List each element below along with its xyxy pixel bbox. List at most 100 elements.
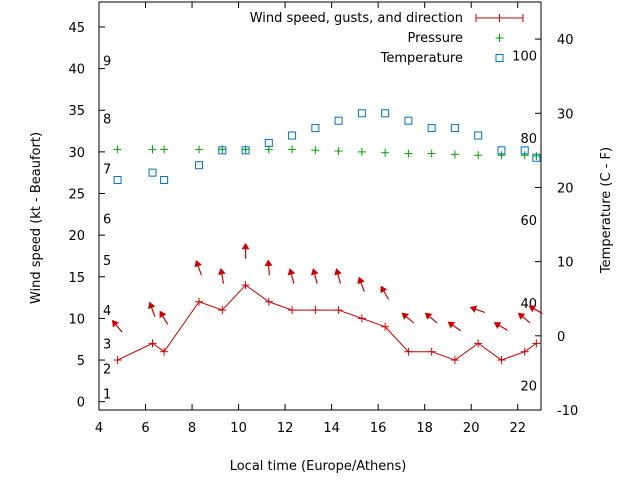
x-tick-label: 18	[416, 421, 433, 436]
temperature-point	[113, 176, 122, 185]
temperature-point	[195, 161, 204, 170]
pressure-point	[311, 146, 320, 155]
arrow-head	[528, 305, 537, 313]
wind-direction-arrow	[159, 310, 169, 325]
x-axis-label: Local time (Europe/Athens)	[230, 459, 407, 474]
arrow-head	[159, 310, 167, 319]
arrow-head	[148, 301, 156, 310]
wind-direction-arrow	[469, 305, 485, 314]
temperature-point	[334, 116, 343, 125]
wind-speed-point	[311, 306, 320, 315]
arrow-head	[334, 268, 342, 276]
arrow-head	[264, 259, 273, 267]
temperature-point	[450, 124, 459, 133]
arrow-head	[310, 268, 319, 276]
y-tick-label: 30	[68, 146, 85, 161]
wind-speed-point	[241, 281, 250, 290]
x-tick-label: 8	[188, 421, 196, 436]
pressure-point	[520, 151, 529, 160]
temperature-point	[532, 153, 541, 162]
beaufort-label: 6	[103, 212, 111, 227]
x-tick-label: 6	[141, 421, 149, 436]
y2-tick-label: 20	[557, 181, 574, 196]
legend-marker	[495, 34, 504, 42]
legend-label: Wind speed, gusts, and direction	[250, 11, 463, 26]
y-tick-label: 45	[68, 21, 85, 36]
beaufort-label: 2	[103, 362, 111, 377]
temperature-point	[474, 131, 483, 140]
pressure-point	[334, 147, 343, 156]
wind-speed-point	[113, 356, 122, 365]
wind-direction-arrow	[334, 268, 342, 284]
beaufort-label: 3	[103, 337, 111, 352]
fahrenheit-label: 20	[520, 380, 537, 395]
wind-direction-arrow	[357, 276, 365, 292]
legend-marker	[495, 14, 504, 22]
wind-speed-point	[381, 322, 390, 331]
arrow-head	[447, 321, 456, 329]
plot-area	[98, 1, 542, 411]
pressure-point	[532, 152, 541, 161]
beaufort-label: 1	[103, 387, 111, 402]
wind-speed-point	[532, 339, 541, 348]
arrow-head	[194, 260, 202, 268]
fahrenheit-label: 60	[520, 214, 537, 229]
temperature-point	[264, 138, 273, 147]
x-tick-label: 12	[277, 421, 294, 436]
y2-tick-label: 40	[557, 33, 574, 48]
temperature-point	[311, 124, 320, 133]
x-tick-label: 20	[463, 421, 480, 436]
y-tick-label: 5	[77, 354, 85, 369]
pressure-point	[404, 149, 413, 158]
wind-speed-line	[117, 284, 537, 361]
y2-tick-label: 0	[557, 330, 565, 345]
wind-direction-arrow	[447, 321, 462, 332]
pressure-point	[288, 145, 297, 154]
temperature-point	[241, 146, 250, 155]
wind-direction-arrow	[401, 312, 415, 324]
beaufort-label: 8	[103, 113, 111, 128]
wind-speed-point	[474, 339, 483, 348]
y2-tick-label: 10	[557, 256, 574, 271]
x-tick-label: 22	[509, 421, 526, 436]
y2-tick-label: 30	[557, 107, 574, 122]
temperature-point	[404, 116, 413, 125]
wind-speed-point	[334, 306, 343, 315]
temperature-point	[381, 109, 390, 118]
wind-speed-point	[148, 339, 157, 348]
wind-speed-point	[264, 297, 273, 306]
wind-speed-point	[218, 306, 227, 315]
x-tick-label: 10	[230, 421, 247, 436]
pressure-point	[113, 145, 122, 154]
x-tick-label: 4	[95, 421, 103, 436]
wind-speed-point	[450, 356, 459, 365]
wind-speed-point	[520, 347, 529, 356]
arrow-head	[469, 305, 478, 313]
arrow-head	[380, 285, 388, 294]
temperature-point	[357, 109, 366, 118]
wind-direction-arrow	[310, 268, 319, 284]
wind-direction-arrow	[218, 267, 226, 284]
arrow-head	[517, 312, 526, 320]
arrow-head	[424, 312, 433, 320]
beaufort-label: 9	[103, 54, 111, 69]
fahrenheit-label: 80	[520, 132, 537, 147]
temperature-point	[520, 146, 529, 155]
fahrenheit-label: 100	[512, 49, 537, 64]
legend-label: Pressure	[407, 31, 463, 46]
wind-direction-arrow	[517, 312, 531, 324]
x-tick-label: 16	[370, 421, 387, 436]
wind-direction-arrow	[380, 285, 390, 300]
pressure-point	[497, 151, 506, 160]
wind-direction-arrow	[194, 260, 202, 276]
y-tick-label: 40	[68, 63, 85, 78]
beaufort-label: 7	[103, 163, 111, 178]
pressure-point	[357, 147, 366, 156]
arrow-head	[218, 267, 226, 275]
fahrenheit-label: 40	[520, 297, 537, 312]
pressure-point	[427, 149, 436, 158]
temperature-point	[160, 176, 169, 185]
legend: Wind speed, gusts, and direction Pressure…	[250, 11, 524, 66]
temperature-point	[288, 131, 297, 140]
arrow-head	[287, 268, 296, 276]
